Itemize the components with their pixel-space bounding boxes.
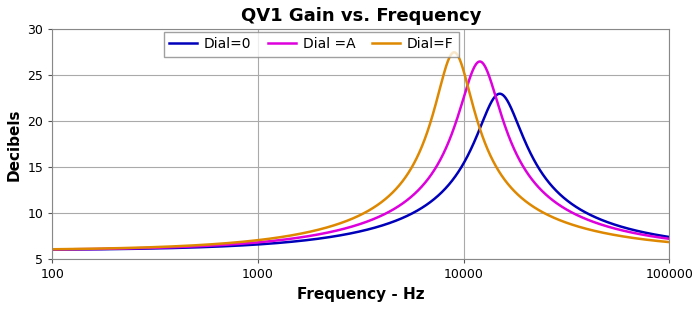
Dial=0 xyxy=(118,247,127,251)
Dial=F xyxy=(312,229,320,232)
Dial=F xyxy=(155,245,164,249)
Dial=0 xyxy=(285,240,293,244)
Dial=F xyxy=(48,248,57,251)
Y-axis label: Decibels: Decibels xyxy=(7,108,22,181)
Dial =A xyxy=(312,233,320,237)
Dial=F xyxy=(285,234,293,238)
Dial =A xyxy=(155,246,164,249)
Dial=0 xyxy=(587,213,595,217)
Dial =A xyxy=(475,60,484,63)
Dial=0 xyxy=(496,92,504,95)
Line: Dial=F: Dial=F xyxy=(52,52,669,249)
Line: Dial =A: Dial =A xyxy=(52,61,669,249)
Dial =A xyxy=(653,235,662,239)
Dial =A xyxy=(118,247,127,250)
Dial =A xyxy=(665,237,673,241)
Dial=0 xyxy=(665,235,673,239)
Line: Dial=0: Dial=0 xyxy=(52,94,669,250)
Dial =A xyxy=(48,248,57,251)
Dial=0 xyxy=(653,233,662,237)
Dial=F xyxy=(665,240,673,244)
Dial=F xyxy=(653,239,662,243)
Dial=0 xyxy=(312,237,320,241)
Dial =A xyxy=(285,237,293,241)
Title: QV1 Gain vs. Frequency: QV1 Gain vs. Frequency xyxy=(241,7,481,25)
Dial=F xyxy=(118,246,127,250)
Dial=0 xyxy=(155,247,164,250)
Dial=F xyxy=(450,50,459,54)
Dial=F xyxy=(587,228,595,232)
X-axis label: Frequency - Hz: Frequency - Hz xyxy=(297,287,425,302)
Legend: Dial=0, Dial =A, Dial=F: Dial=0, Dial =A, Dial=F xyxy=(164,32,459,57)
Dial=0 xyxy=(48,248,57,252)
Dial =A xyxy=(587,219,595,223)
